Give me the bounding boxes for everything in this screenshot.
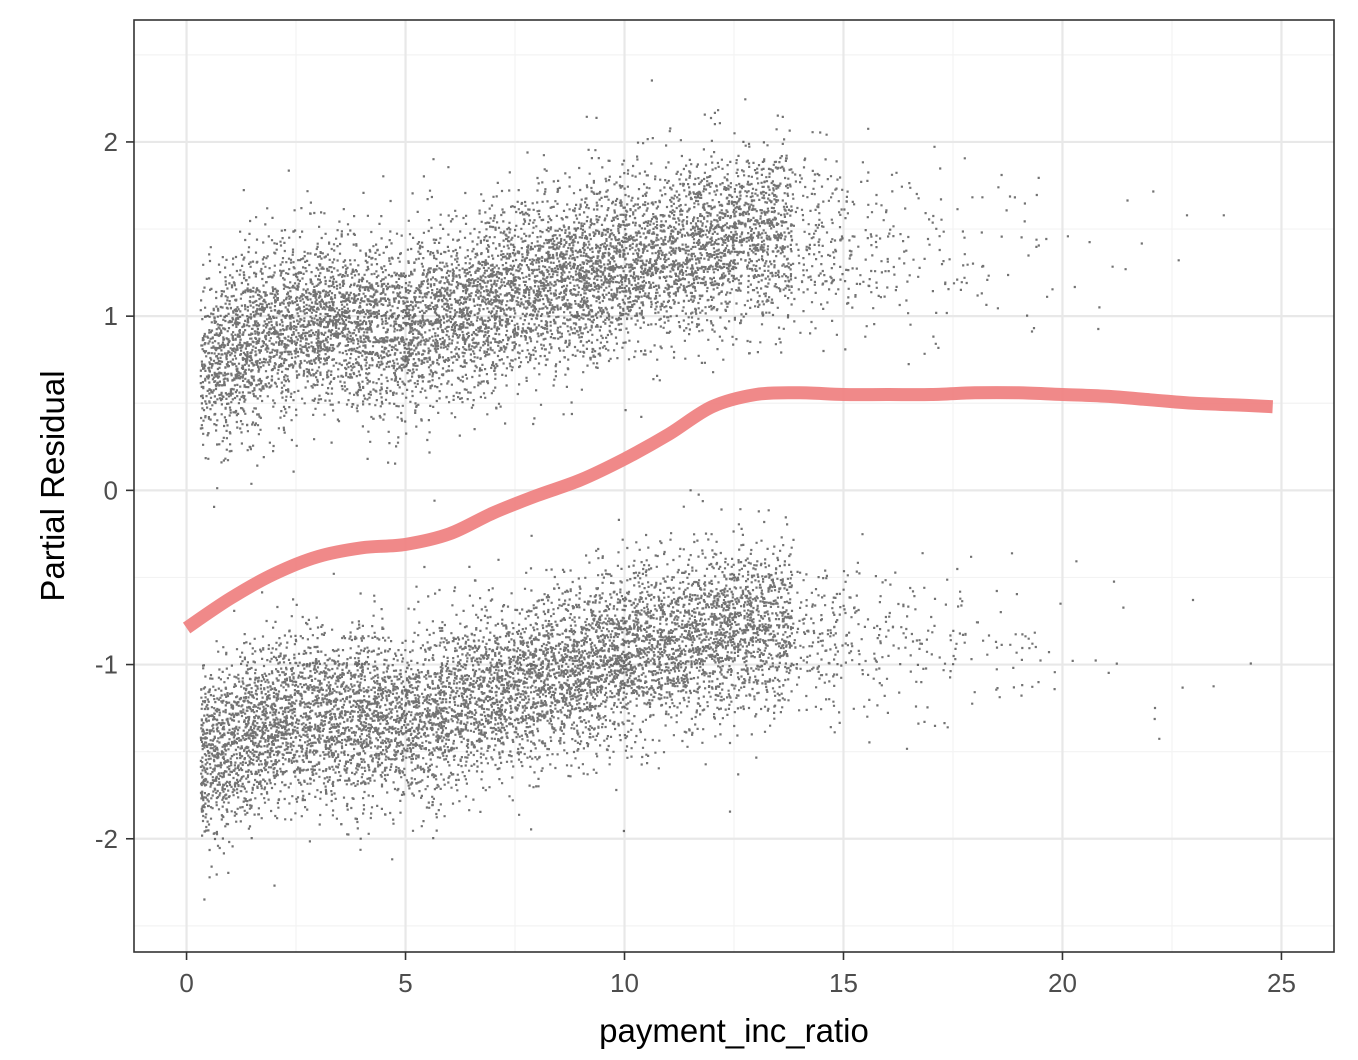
y-tick-label: 1 — [104, 301, 118, 331]
y-axis-title: Partial Residual — [34, 370, 71, 601]
x-axis-title: payment_inc_ratio — [599, 1012, 869, 1049]
y-tick-label: -2 — [95, 824, 118, 854]
x-tick-label: 15 — [829, 968, 858, 998]
y-axis-ticks: -2 -1 0 1 2 — [95, 127, 134, 854]
x-tick-label: 20 — [1048, 968, 1077, 998]
panel-border — [133, 19, 1335, 953]
x-tick-label: 10 — [610, 968, 639, 998]
x-tick-label: 5 — [398, 968, 412, 998]
smooth-line-layer — [182, 386, 1274, 634]
scatter-point-cloud — [199, 79, 1252, 901]
y-tick-label: 0 — [104, 475, 118, 505]
y-tick-label: -1 — [95, 650, 118, 680]
x-tick-label: 0 — [179, 968, 193, 998]
scatter-points — [199, 79, 1252, 901]
x-tick-label: 25 — [1267, 968, 1296, 998]
smooth-fit-line — [182, 386, 1274, 634]
y-tick-label: 2 — [104, 127, 118, 157]
x-axis-ticks: 0 5 10 15 20 25 — [179, 952, 1296, 998]
